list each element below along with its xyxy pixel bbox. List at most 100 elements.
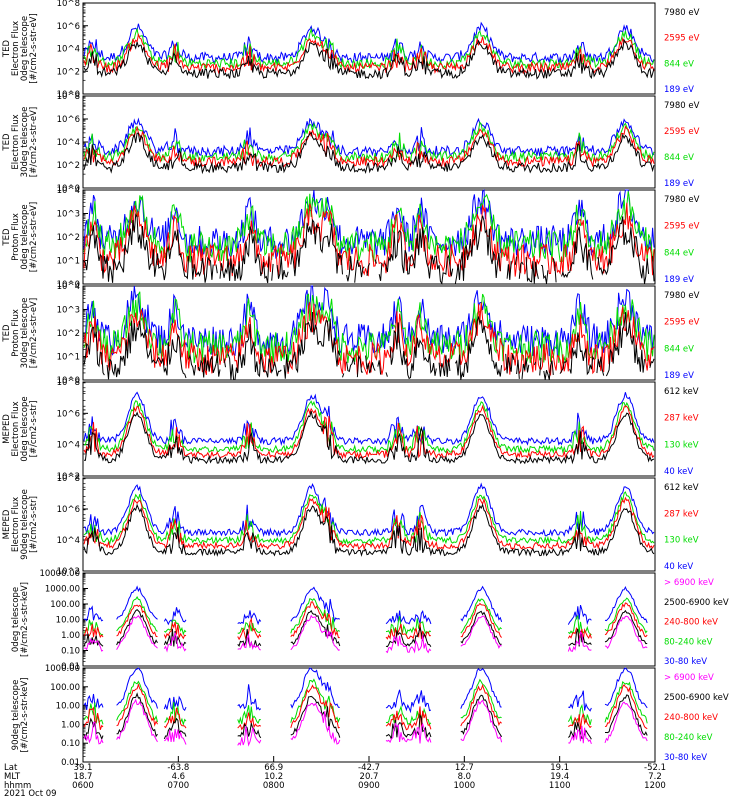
series-2500-6900-kev xyxy=(83,692,648,741)
series-7980-ev xyxy=(83,131,655,175)
y-tick-label: 10^4 xyxy=(57,441,80,451)
y-tick-label: 10^6 xyxy=(57,22,80,32)
y-axis-label: MEPED xyxy=(2,509,12,539)
x-tick-label: 0700 xyxy=(168,781,190,791)
y-tick-label: 10^3 xyxy=(57,306,80,316)
legend-entry: 40 keV xyxy=(664,562,693,572)
legend-entry: 2595 eV xyxy=(664,34,700,44)
y-tick-label: 10^4 xyxy=(57,282,80,292)
series-2500-6900-kev xyxy=(83,609,648,649)
x-row-label: Lat xyxy=(4,763,18,773)
y-tick-label: 0.10 xyxy=(61,739,80,749)
y-tick-label: 10^2 xyxy=(57,567,80,577)
x-tick-label: 1100 xyxy=(549,781,571,791)
y-axis-label: Proton Flux xyxy=(11,213,21,261)
y-tick-label: 10000.00 xyxy=(39,569,80,579)
y-tick-label: 1.00 xyxy=(61,720,80,730)
y-tick-label: 10^1 xyxy=(57,257,80,267)
series-30-80-kev xyxy=(83,585,648,626)
y-axis-label: MEPED xyxy=(2,414,12,444)
series-240-800-kev xyxy=(83,682,648,731)
series--6900-kev xyxy=(83,614,648,654)
y-tick-label: 10^0 xyxy=(57,90,80,100)
y-axis-label: 0deg telescope xyxy=(20,16,30,81)
y-tick-label: 10.00 xyxy=(56,616,80,626)
y-tick-label: 100.00 xyxy=(50,683,80,693)
series-287-kev xyxy=(83,496,655,551)
y-tick-label: 10^4 xyxy=(57,536,80,546)
y-axis-label: [#/cm2-s-str-eV] xyxy=(29,202,39,272)
legend-entry: 189 eV xyxy=(664,275,694,285)
legend-entry: 7980 eV xyxy=(664,8,700,18)
series-30-80-kev xyxy=(83,667,648,714)
panel-frame xyxy=(82,2,656,95)
series-2595-ev xyxy=(83,125,655,168)
legend-entry: 612 keV xyxy=(664,387,699,397)
legend-entry: 844 eV xyxy=(664,153,694,163)
y-axis-label: [#/cm2-s-str] xyxy=(29,401,39,458)
x-tick-label: 39.1 xyxy=(74,763,93,773)
x-tick-label: -52.1 xyxy=(644,763,666,773)
x-tick-label: 0900 xyxy=(358,781,380,791)
panel-8: 0.01 0.10 1.00 10.00 100.00 1000.00 90deg tele… xyxy=(11,664,729,768)
y-tick-label: 10^1 xyxy=(57,353,80,363)
x-tick-label: 4.6 xyxy=(172,772,186,782)
y-axis-label: [#/cm2-s-str-keV] xyxy=(20,582,30,657)
legend-entry: 7980 eV xyxy=(664,101,700,111)
series-844-ev xyxy=(83,121,655,164)
y-axis-label: TED xyxy=(2,324,12,343)
y-tick-label: 10^6 xyxy=(57,115,80,125)
legend-entry: 240-800 keV xyxy=(664,713,718,723)
series-40-kev xyxy=(83,391,655,447)
x-row-label: hhmm xyxy=(4,781,31,791)
y-tick-label: 10^3 xyxy=(57,210,80,220)
y-axis-label: Electron Flux xyxy=(11,114,21,169)
legend-entry: 130 keV xyxy=(664,536,699,546)
legend-entry: 844 eV xyxy=(664,248,694,258)
y-axis-label: 0deg telescope xyxy=(20,204,30,269)
y-axis-label: 90deg telescope xyxy=(20,489,30,560)
x-tick-label: 10.2 xyxy=(264,772,283,782)
panel-2: 10^0 10^2 10^4 10^6 10^8 TED Electron Flux 30de… xyxy=(2,92,700,194)
series-240-800-kev xyxy=(83,601,648,641)
y-tick-label: 10.00 xyxy=(56,702,80,712)
legend-entry: 2595 eV xyxy=(664,318,700,328)
y-tick-label: 10^2 xyxy=(57,472,80,482)
y-tick-label: 10^2 xyxy=(57,67,80,77)
series--6900-kev xyxy=(83,698,648,747)
x-tick-label: 19.4 xyxy=(550,772,569,782)
series-287-kev xyxy=(83,404,655,460)
panel-5: 10^2 10^4 10^6 10^8 MEPED Electron Flux 0deg t… xyxy=(2,378,699,482)
panel-6: 10^2 10^4 10^6 10^8 MEPED Electron Flux 90deg … xyxy=(2,474,699,577)
x-tick-label: 1000 xyxy=(454,781,476,791)
legend-entry: 80-240 keV xyxy=(664,733,713,743)
panel-frame xyxy=(82,572,656,667)
y-tick-label: 0.01 xyxy=(61,662,80,672)
x-tick-label: 66.9 xyxy=(264,763,283,773)
y-tick-label: 1.00 xyxy=(61,631,80,641)
legend-entry: 189 eV xyxy=(664,179,694,189)
series-40-kev xyxy=(83,482,655,538)
panel-frame xyxy=(82,95,656,189)
y-tick-label: 10^8 xyxy=(57,0,80,9)
series-7980-ev xyxy=(83,38,655,80)
series-189-ev xyxy=(83,117,655,159)
y-tick-label: 100.00 xyxy=(50,600,80,610)
series-130-kev xyxy=(83,491,655,546)
legend-entry: 30-80 keV xyxy=(664,753,707,763)
series-844-ev xyxy=(83,291,655,364)
date-label: 2021 Oct 09 xyxy=(4,789,57,799)
y-axis-label: 0deg telescope xyxy=(11,587,21,652)
y-axis-label: [#/cm2-s-str-eV] xyxy=(29,298,39,368)
legend-entry: 130 keV xyxy=(664,440,699,450)
y-axis-label: Electron Flux xyxy=(11,21,21,76)
series-612-kev xyxy=(83,410,655,465)
legend-entry: 7980 eV xyxy=(664,195,700,205)
y-axis-label: [#/cm2-s-str] xyxy=(29,496,39,553)
panel-frame xyxy=(82,667,656,763)
y-tick-label: 10^8 xyxy=(57,474,80,484)
y-tick-label: 10^6 xyxy=(57,409,80,419)
y-axis-label: Electron Flux xyxy=(11,497,21,552)
y-tick-label: 10^2 xyxy=(57,329,80,339)
y-axis-label: TED xyxy=(2,133,12,152)
